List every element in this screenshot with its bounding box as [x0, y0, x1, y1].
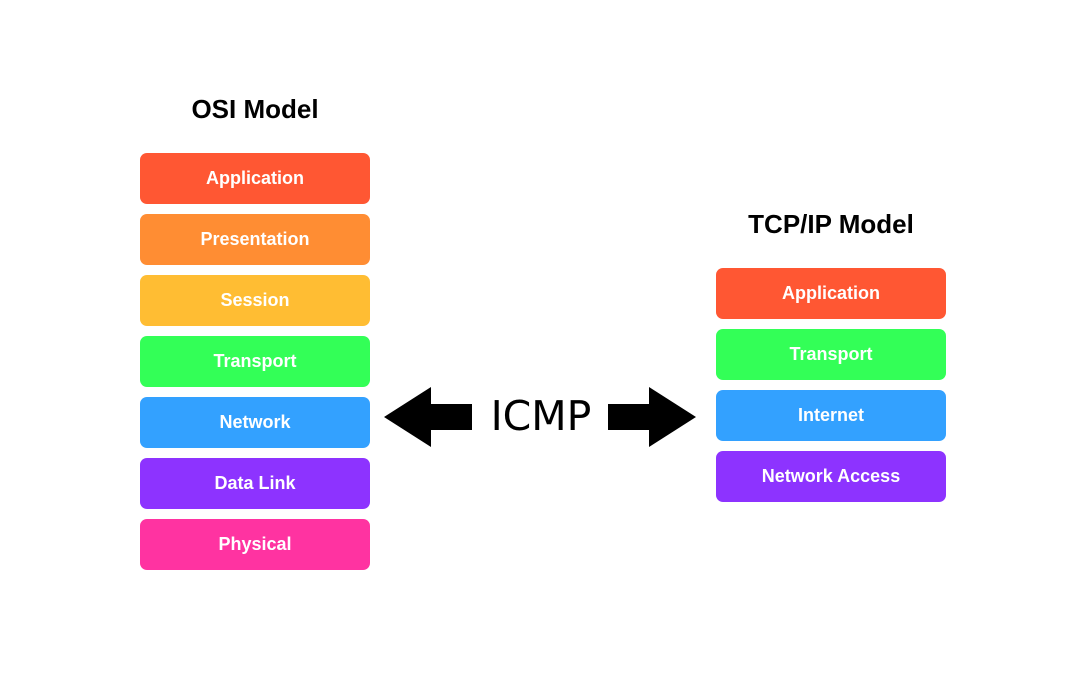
- tcpip-layer-application: Application: [716, 268, 946, 319]
- osi-layer-stack: Application Presentation Session Transport N…: [140, 153, 370, 580]
- osi-layer-session: Session: [140, 275, 370, 326]
- tcpip-layer-internet: Internet: [716, 390, 946, 441]
- tcpip-layer-network-access: Network Access: [716, 451, 946, 502]
- icmp-label: ICMP: [490, 392, 592, 440]
- osi-layer-transport: Transport: [140, 336, 370, 387]
- tcpip-layer-transport: Transport: [716, 329, 946, 380]
- osi-layer-application: Application: [140, 153, 370, 204]
- arrow-left-icon: [384, 387, 472, 447]
- tcpip-model-title: TCP/IP Model: [748, 209, 914, 239]
- osi-layer-physical: Physical: [140, 519, 370, 570]
- osi-layer-presentation: Presentation: [140, 214, 370, 265]
- tcpip-layer-stack: Application Transport Internet Network Acce…: [716, 268, 946, 512]
- osi-layer-data-link: Data Link: [140, 458, 370, 509]
- osi-layer-network: Network: [140, 397, 370, 448]
- osi-model-title: OSI Model: [191, 94, 319, 124]
- arrow-right-icon: [608, 387, 696, 447]
